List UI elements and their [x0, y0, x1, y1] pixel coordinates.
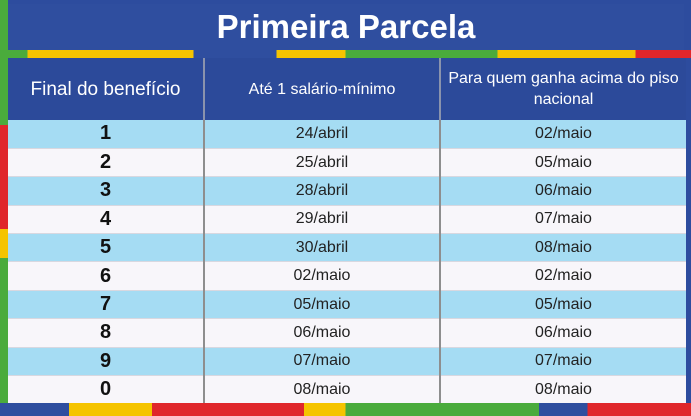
date-acima-piso: 05/maio — [440, 148, 686, 178]
date-ate-1-salario: 24/abril — [204, 120, 441, 149]
date-ate-1-salario: 25/abril — [204, 148, 441, 178]
table-row: 2 25/abril 05/maio — [8, 148, 686, 178]
date-acima-piso: 05/maio — [440, 290, 686, 320]
final-digit: 3 — [8, 176, 205, 206]
final-digit: 4 — [8, 205, 205, 235]
date-ate-1-salario: 05/maio — [204, 290, 441, 320]
page-title: Primeira Parcela — [8, 4, 684, 50]
final-digit: 9 — [8, 347, 205, 377]
decorative-stripe — [0, 50, 691, 58]
header-final: Final do benefício — [8, 58, 205, 120]
final-digit: 2 — [8, 148, 205, 178]
date-acima-piso: 06/maio — [440, 318, 686, 348]
date-ate-1-salario: 28/abril — [204, 176, 441, 206]
date-acima-piso: 07/maio — [440, 347, 686, 377]
table-row: 5 30/abril 08/maio — [8, 233, 686, 263]
table-row: 3 28/abril 06/maio — [8, 176, 686, 206]
date-acima-piso: 02/maio — [440, 120, 686, 149]
final-digit: 7 — [8, 290, 205, 320]
date-ate-1-salario: 02/maio — [204, 261, 441, 291]
table-row: 7 05/maio 05/maio — [8, 290, 686, 320]
table-row: 9 07/maio 07/maio — [8, 347, 686, 377]
date-ate-1-salario: 30/abril — [204, 233, 441, 263]
date-ate-1-salario: 06/maio — [204, 318, 441, 348]
header-ate-1-salario: Até 1 salário-mínimo — [204, 58, 441, 120]
left-decor — [0, 0, 8, 416]
schedule-table: Final do benefício Até 1 salário-mínimo … — [8, 58, 686, 405]
date-acima-piso: 07/maio — [440, 205, 686, 235]
header-acima-piso: Para quem ganha acima do piso nacional — [440, 58, 686, 120]
final-digit: 1 — [8, 120, 205, 149]
date-ate-1-salario: 29/abril — [204, 205, 441, 235]
date-acima-piso: 08/maio — [440, 375, 686, 405]
date-acima-piso: 06/maio — [440, 176, 686, 206]
date-ate-1-salario: 07/maio — [204, 347, 441, 377]
bottom-decor — [0, 403, 691, 416]
date-acima-piso: 02/maio — [440, 261, 686, 291]
date-ate-1-salario: 08/maio — [204, 375, 441, 405]
final-digit: 8 — [8, 318, 205, 348]
table-row: 0 08/maio 08/maio — [8, 375, 686, 405]
header-row: Final do benefício Até 1 salário-mínimo … — [8, 58, 686, 120]
date-acima-piso: 08/maio — [440, 233, 686, 263]
table-row: 1 24/abril 02/maio — [8, 120, 686, 149]
table-row: 4 29/abril 07/maio — [8, 205, 686, 235]
table-row: 8 06/maio 06/maio — [8, 318, 686, 348]
final-digit: 0 — [8, 375, 205, 405]
final-digit: 5 — [8, 233, 205, 263]
final-digit: 6 — [8, 261, 205, 291]
table-row: 6 02/maio 02/maio — [8, 261, 686, 291]
